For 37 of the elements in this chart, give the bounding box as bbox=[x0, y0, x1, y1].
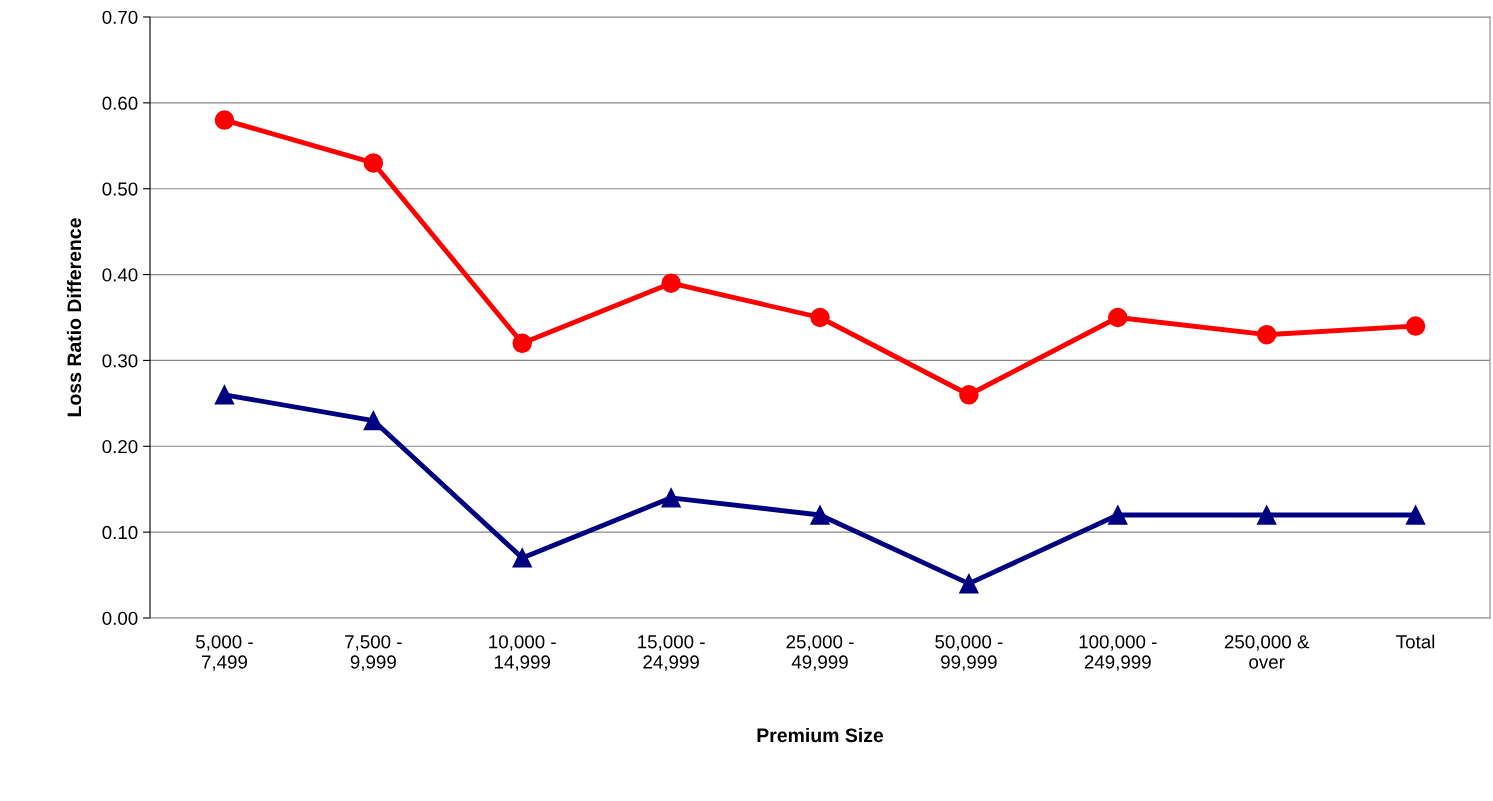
y-tick-label: 0.70 bbox=[102, 10, 138, 24]
point bbox=[1108, 307, 1128, 328]
point bbox=[1405, 505, 1426, 525]
point bbox=[1405, 316, 1426, 336]
point bbox=[661, 273, 681, 293]
y-tick-label: 0.00 bbox=[102, 611, 138, 625]
y-tick-label: 0.20 bbox=[102, 439, 138, 454]
x-tick-label: 100,000 - 249,999 bbox=[1079, 635, 1157, 671]
point bbox=[363, 410, 384, 431]
point bbox=[512, 548, 532, 568]
y-axis-title: Loss Ratio Difference bbox=[66, 218, 82, 417]
point bbox=[810, 505, 830, 525]
x-axis-title: Premium Size bbox=[757, 727, 884, 743]
point bbox=[1108, 505, 1128, 525]
point bbox=[959, 385, 979, 405]
x-tick-label: 15,000 - 24,999 bbox=[638, 635, 705, 671]
x-tick-label: 50,000 - 99,999 bbox=[935, 635, 1003, 671]
point bbox=[810, 307, 830, 328]
y-tick-label: 0.40 bbox=[102, 268, 138, 282]
x-tick-label: 250,000 & over bbox=[1224, 635, 1310, 669]
x-tick-label: 7,500 - 9,999 bbox=[345, 635, 402, 671]
point bbox=[363, 153, 384, 173]
point bbox=[1256, 505, 1277, 525]
x-tick-label: Total bbox=[1396, 634, 1435, 649]
point bbox=[661, 488, 681, 508]
y-tick-label: 0.50 bbox=[102, 182, 138, 196]
x-tick-label: 5,000 - 7,499 bbox=[196, 635, 253, 671]
x-tick-label: 25,000 - 49,999 bbox=[786, 635, 854, 671]
x-tick-label: 10,000 - 14,999 bbox=[489, 635, 556, 671]
y-tick-label: 0.60 bbox=[102, 96, 138, 110]
point bbox=[1256, 324, 1277, 345]
point bbox=[214, 385, 235, 405]
point bbox=[959, 573, 979, 594]
y-tick-label: 0.10 bbox=[102, 525, 138, 540]
point bbox=[512, 333, 532, 353]
y-tick-label: 0.30 bbox=[102, 354, 138, 368]
point bbox=[214, 110, 235, 130]
